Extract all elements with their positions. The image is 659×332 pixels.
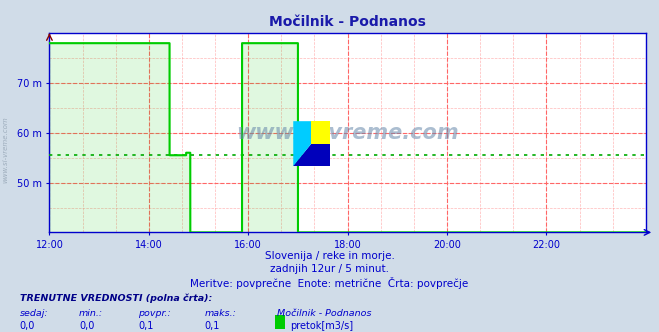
Text: Močilnik - Podnanos: Močilnik - Podnanos — [277, 309, 371, 318]
Text: Meritve: povprečne  Enote: metrične  Črta: povprečje: Meritve: povprečne Enote: metrične Črta:… — [190, 277, 469, 289]
Polygon shape — [293, 121, 330, 166]
Text: 0,1: 0,1 — [204, 321, 219, 331]
Text: Slovenija / reke in morje.: Slovenija / reke in morje. — [264, 251, 395, 261]
Text: 0,0: 0,0 — [20, 321, 35, 331]
Text: TRENUTNE VREDNOSTI (polna črta):: TRENUTNE VREDNOSTI (polna črta): — [20, 294, 212, 303]
Text: maks.:: maks.: — [204, 309, 236, 318]
Text: 0,0: 0,0 — [79, 321, 94, 331]
Text: min.:: min.: — [79, 309, 103, 318]
Text: www.si-vreme.com: www.si-vreme.com — [2, 116, 9, 183]
Text: 0,1: 0,1 — [138, 321, 154, 331]
Text: www.si-vreme.com: www.si-vreme.com — [237, 123, 459, 143]
Text: povpr.:: povpr.: — [138, 309, 171, 318]
Text: zadnjih 12ur / 5 minut.: zadnjih 12ur / 5 minut. — [270, 264, 389, 274]
Title: Močilnik - Podnanos: Močilnik - Podnanos — [269, 15, 426, 29]
Polygon shape — [293, 121, 330, 166]
Text: sedaj:: sedaj: — [20, 309, 48, 318]
Bar — [312, 121, 330, 143]
Text: pretok[m3/s]: pretok[m3/s] — [290, 321, 353, 331]
